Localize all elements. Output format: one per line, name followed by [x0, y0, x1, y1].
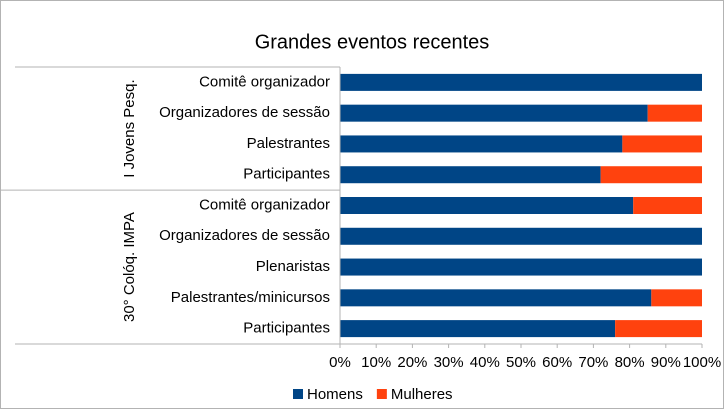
x-tick-label: 40% [470, 354, 500, 371]
group-label: 30° Colóq. IMPA [121, 212, 138, 322]
x-tick-label: 10% [361, 354, 391, 371]
y-tick-label: Comitê organizador [199, 73, 330, 90]
bar-segment [340, 289, 652, 307]
bar-segment [340, 258, 702, 276]
bar-segment [340, 320, 616, 338]
x-tick-label: 60% [542, 354, 572, 371]
group-label: I Jovens Pesq. [121, 79, 138, 177]
bar-segment [647, 104, 702, 122]
bar-segment [615, 320, 702, 338]
x-tick-label: 20% [397, 354, 427, 371]
bar-segment [600, 166, 702, 184]
y-tick-label: Palestrantes/minicursos [171, 289, 330, 306]
bar-segment [340, 73, 702, 91]
bar-segment [340, 135, 623, 153]
legend-swatch [293, 389, 303, 399]
chart-title: Grandes eventos recentes [255, 31, 490, 53]
bar-segment [340, 227, 702, 245]
legend-swatch [376, 389, 387, 399]
bar-segment [340, 104, 648, 122]
x-tick-label: 30% [434, 354, 464, 371]
bar-segment [340, 197, 634, 214]
legend-label: Mulheres [391, 386, 453, 403]
bar-segment [622, 135, 702, 153]
y-tick-label: Participantes [243, 166, 330, 183]
legend-label: Homens [307, 386, 363, 403]
x-tick-label: 90% [651, 354, 681, 371]
y-tick-label: Comitê organizador [199, 196, 330, 213]
bar-segment [651, 289, 702, 307]
bar-segment [340, 166, 601, 184]
x-tick-label: 50% [506, 354, 536, 371]
y-tick-label: Palestrantes [247, 135, 330, 152]
y-tick-label: Organizadores de sessão [159, 227, 330, 244]
x-tick-label: 80% [615, 354, 645, 371]
x-tick-label: 70% [578, 354, 608, 371]
y-tick-label: Organizadores de sessão [159, 104, 330, 121]
y-tick-label: Plenaristas [256, 258, 330, 275]
x-tick-label: 0% [329, 354, 351, 371]
x-tick-label: 100% [683, 354, 721, 371]
bar-segment [633, 197, 702, 214]
y-tick-label: Participantes [243, 320, 330, 337]
